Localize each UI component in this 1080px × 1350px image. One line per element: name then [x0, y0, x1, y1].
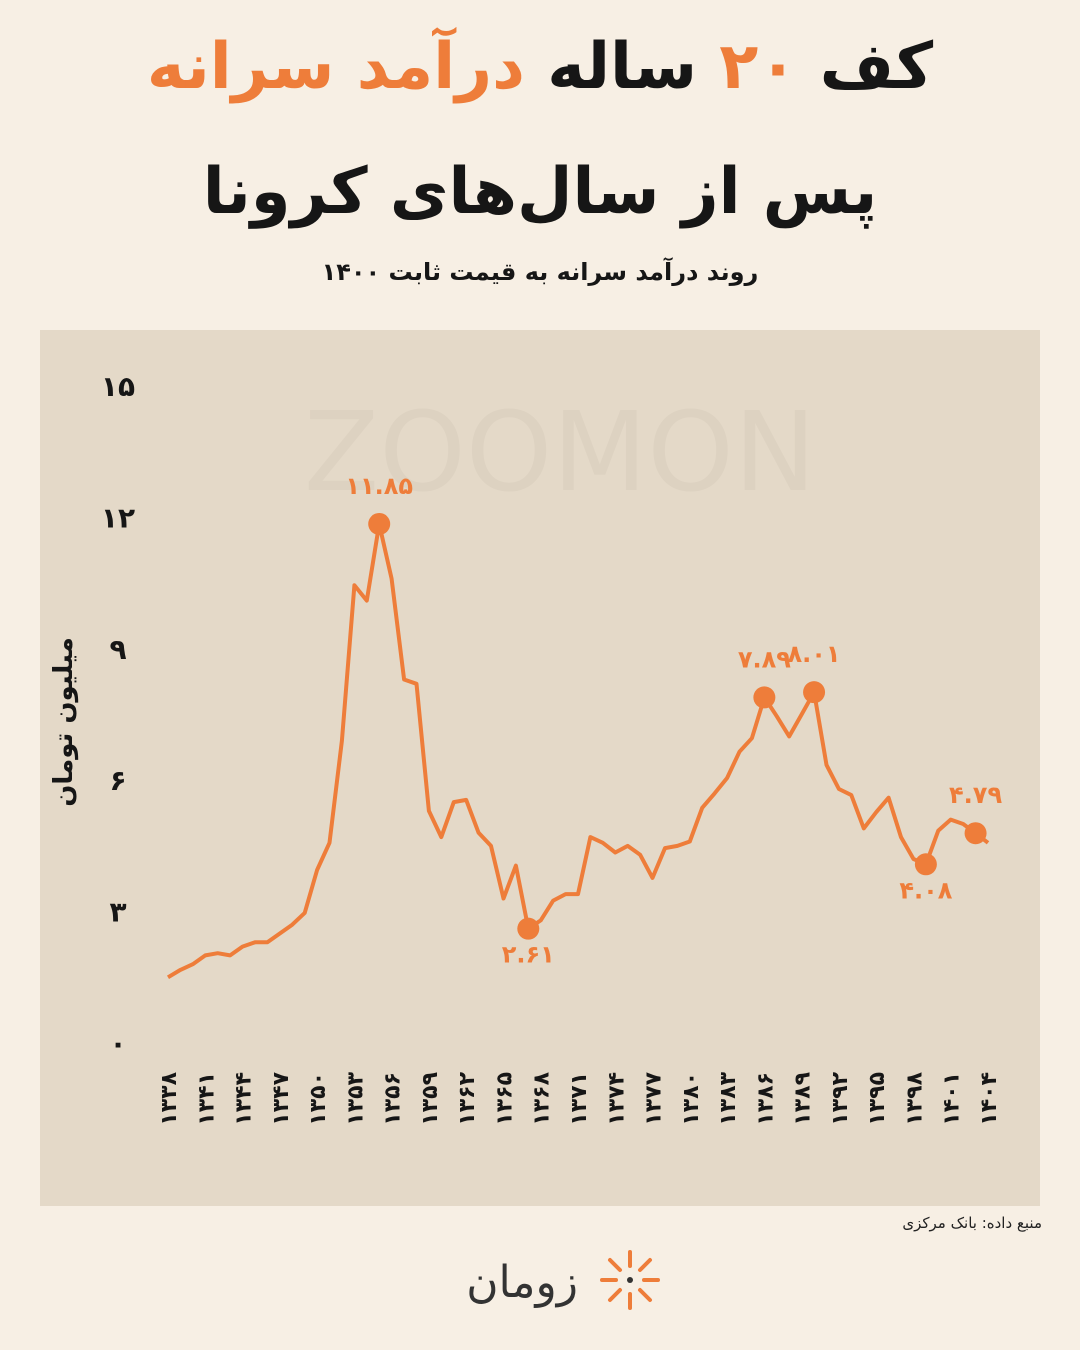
title-part: کف — [819, 30, 934, 104]
x-tick-label: ۱۳۸۹ — [791, 1072, 816, 1126]
point-marker — [914, 853, 937, 876]
chart: ZOOMON میلیون تومان ۰ ۳ ۶ ۹ ۱۲ ۱۵ ۱۳۳۸ ۱۳۴۱ ۱۳۴۴… — [40, 330, 1040, 1206]
point-marker — [803, 681, 826, 704]
x-tick-label: ۱۳۴۱ — [194, 1072, 219, 1126]
title-line-2: پس از سال‌های کرونا — [202, 155, 878, 229]
logo: زومان — [466, 1250, 660, 1310]
x-tick-label: ۱۴۰۴ — [977, 1072, 1002, 1126]
x-tick-label: ۱۳۵۳ — [343, 1071, 368, 1125]
value-label: ۲.۶۱ — [502, 941, 555, 969]
value-label: ۸.۰۱ — [788, 640, 841, 668]
data-line — [166, 522, 990, 980]
value-label: ۴.۷۹ — [949, 781, 1002, 809]
value-label: ۴.۰۸ — [899, 876, 952, 904]
title-part: ۲۰ — [719, 30, 798, 104]
y-axis-label: میلیون تومان — [49, 637, 79, 807]
x-tick-label: ۱۳۷۷ — [642, 1071, 667, 1125]
watermark: ZOOMON — [304, 388, 816, 516]
x-tick-label: ۱۳۹۲ — [828, 1071, 853, 1125]
point-marker — [964, 822, 987, 845]
x-tick-label: ۱۳۶۵ — [492, 1072, 517, 1126]
point-marker — [517, 917, 540, 940]
brand-name: زومان — [466, 1257, 578, 1308]
point-marker — [753, 686, 776, 709]
source: منبع داده: بانک مرکزی — [902, 1214, 1042, 1232]
y-tick-label: ۶ — [109, 764, 126, 797]
plot-background — [40, 330, 1040, 1206]
x-tick-label: ۱۳۷۱ — [567, 1072, 592, 1126]
x-tick-label: ۱۳۶۲ — [455, 1071, 480, 1125]
y-tick-label: ۳ — [109, 896, 126, 929]
title-part: ساله — [547, 30, 697, 104]
value-label: ۱۱.۸۵ — [345, 472, 413, 500]
x-tick-label: ۱۳۸۶ — [753, 1072, 778, 1126]
x-tick-label: ۱۳۵۰ — [306, 1072, 331, 1126]
y-tick-label: ۰ — [109, 1027, 126, 1060]
x-tick-label: ۱۳۵۹ — [418, 1072, 443, 1126]
y-tick-label: ۱۵ — [101, 370, 135, 403]
x-tick-label: ۱۳۳۸ — [157, 1071, 182, 1125]
brand-icon — [600, 1250, 660, 1310]
title-part: درآمد سرانه — [146, 30, 525, 104]
x-tick-label: ۱۳۸۳ — [716, 1071, 741, 1125]
subtitle: روند درآمد سرانه به قیمت ثابت ۱۴۰۰ — [321, 258, 759, 286]
value-label: ۷.۸۹ — [738, 645, 791, 673]
x-tick-label: ۱۳۹۵ — [865, 1072, 890, 1126]
x-tick-label: ۱۳۶۸ — [530, 1071, 555, 1125]
x-tick-label: ۱۴۰۱ — [940, 1072, 965, 1126]
title: کف ۲۰ ساله درآمد سرانه — [0, 30, 1080, 104]
x-tick-label: ۱۳۸۰ — [679, 1072, 704, 1126]
point-marker — [368, 512, 391, 535]
x-tick-label: ۱۳۴۷ — [269, 1071, 294, 1125]
y-tick-label: ۱۲ — [101, 501, 135, 534]
y-tick-label: ۹ — [109, 633, 126, 666]
x-tick-label: ۱۳۷۴ — [604, 1072, 629, 1126]
x-tick-label: ۱۳۹۸ — [902, 1071, 927, 1125]
x-tick-label: ۱۳۴۴ — [232, 1072, 257, 1126]
x-tick-label: ۱۳۵۶ — [381, 1072, 406, 1126]
